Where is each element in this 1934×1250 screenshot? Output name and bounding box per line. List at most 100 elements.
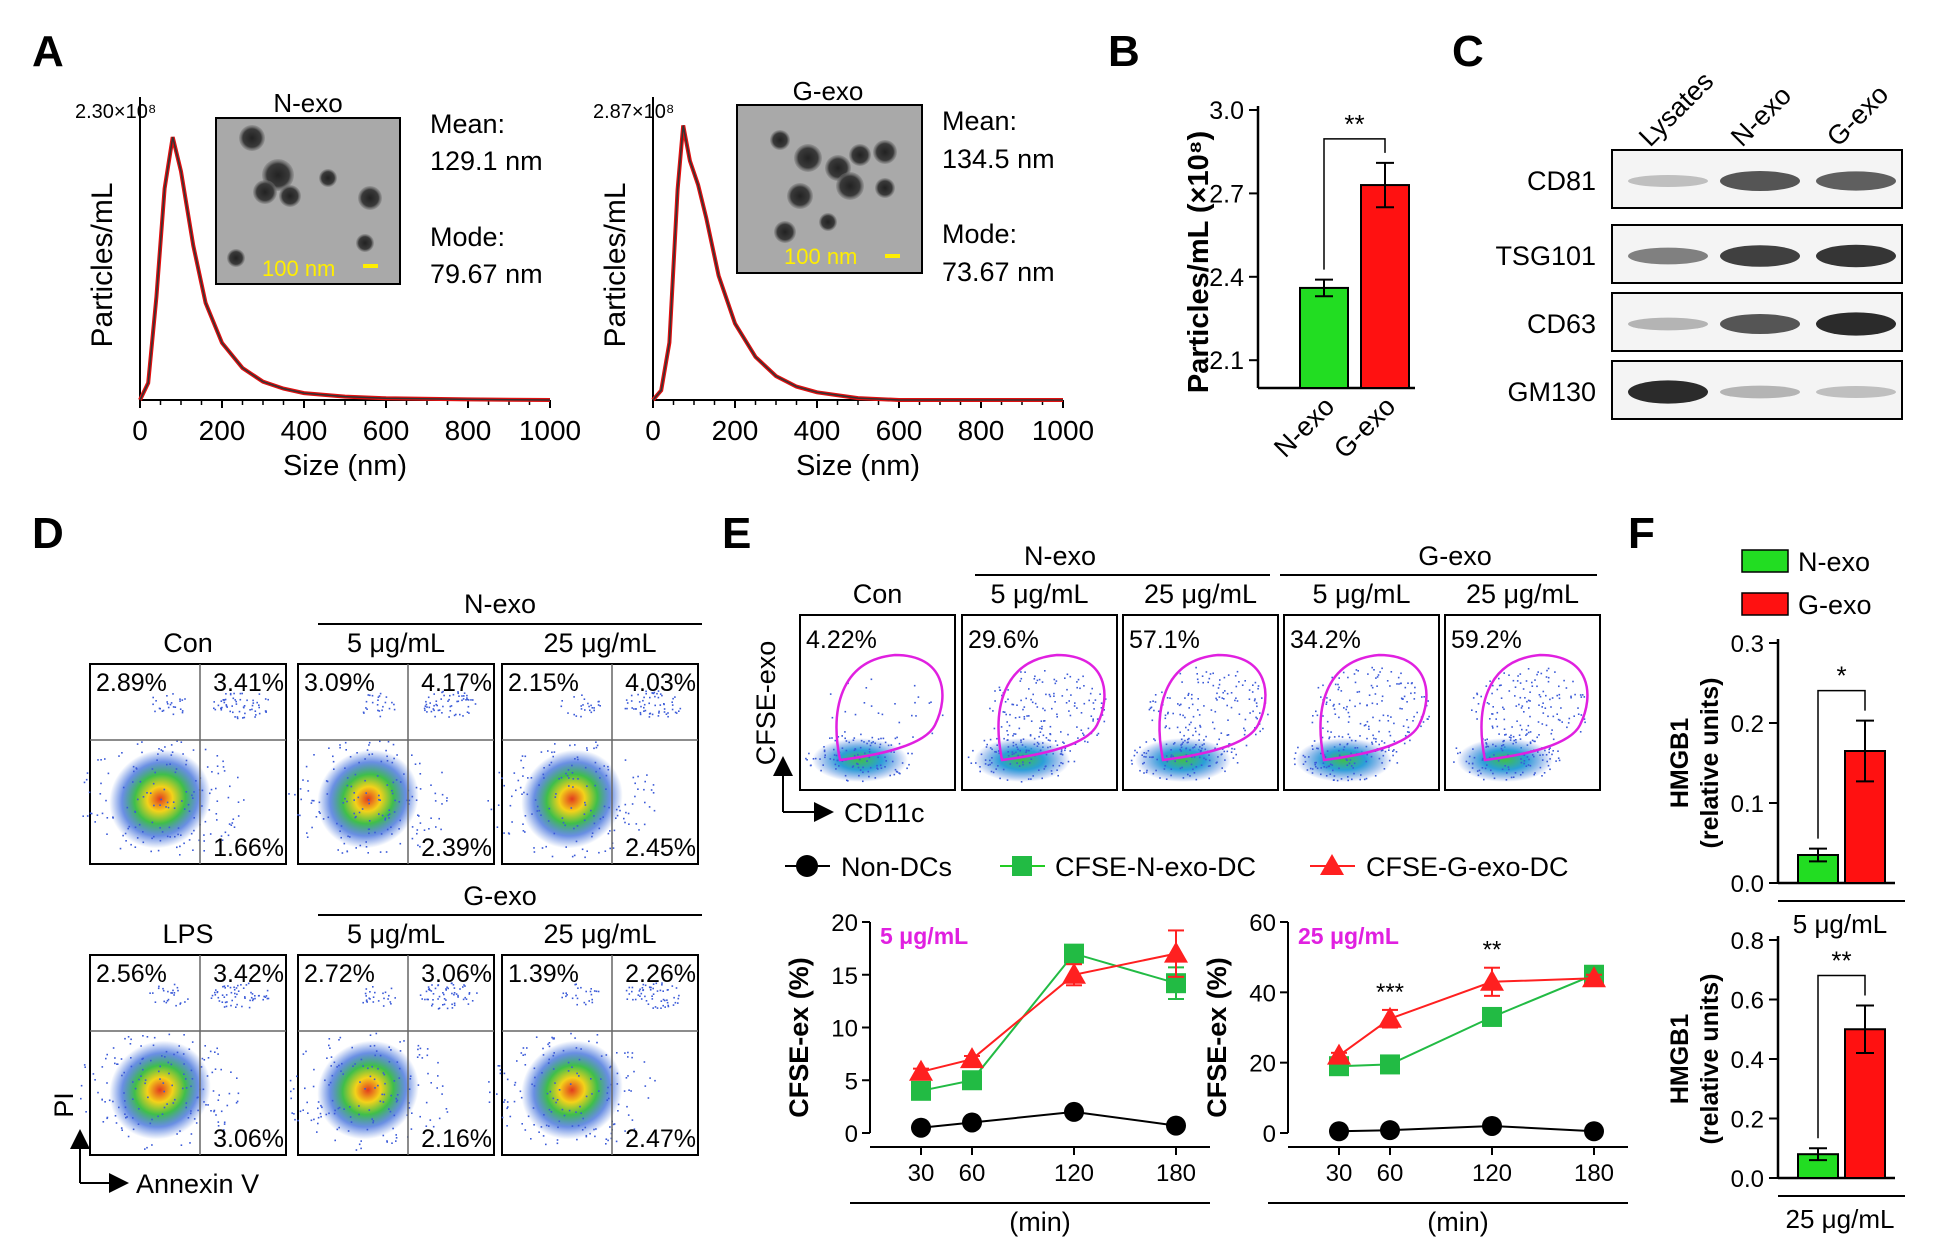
flow-dot [548, 1042, 551, 1044]
flow-dot [1371, 686, 1374, 689]
flow-dot [1371, 666, 1373, 669]
b-xtick-label: N-exo [1268, 391, 1340, 463]
flow-dot [1359, 778, 1361, 781]
flow-dot [178, 1045, 180, 1047]
flow-dot [1376, 676, 1379, 678]
flow-dot [980, 753, 983, 756]
flow-dot [1069, 675, 1072, 678]
flow-dot [251, 708, 253, 711]
flow-dot [1256, 717, 1258, 720]
flow-dot [425, 700, 427, 703]
flow-dot [1086, 741, 1089, 743]
flow-dot [434, 715, 436, 718]
flow-dot [367, 694, 370, 696]
flow-dot [591, 1001, 594, 1004]
flow-dot [1051, 773, 1053, 775]
F-5-ytick-label: 0.2 [1731, 711, 1764, 738]
flow-dot [1182, 714, 1184, 717]
flow-dot [465, 998, 468, 1000]
flow-dot [588, 705, 590, 708]
flow-dot [1244, 729, 1246, 732]
flow-dot [1317, 686, 1320, 689]
e-xtick-label: 60 [1377, 1160, 1404, 1187]
flow-dot [522, 1047, 525, 1049]
flow-dot [229, 710, 231, 713]
flow-dot [1036, 741, 1039, 744]
flow-dot [328, 747, 330, 749]
flow-dot [1492, 727, 1494, 729]
flow-dot [678, 994, 680, 997]
flow-dot [522, 1054, 524, 1056]
flow-dot [535, 1036, 538, 1038]
flow-dot [408, 1107, 411, 1109]
c-lane-label: G-exo [1821, 79, 1894, 152]
flow-dot [345, 749, 347, 751]
flow-dot [159, 804, 161, 806]
flow-dot [1152, 772, 1155, 775]
flow-dot [258, 693, 261, 695]
B-bar-n-exo [1299, 286, 1349, 390]
flow-dot [107, 772, 110, 775]
flow-dot [1311, 745, 1314, 747]
flow-dot [1496, 711, 1499, 714]
flow-dot [1323, 754, 1326, 756]
c-band [1628, 247, 1708, 265]
flow-dot [1058, 764, 1061, 767]
e-point-g-exo [909, 1059, 933, 1081]
flow-dot [438, 1117, 441, 1120]
flow-dot [1226, 750, 1229, 753]
flow-dot [542, 773, 545, 776]
flow-dot [463, 695, 465, 697]
flow-dot [556, 1142, 559, 1145]
flow-dot [1376, 685, 1378, 687]
flow-dot [1375, 738, 1377, 740]
flow-dot [594, 784, 596, 787]
flow-dot [307, 790, 310, 792]
flow-dot [228, 1092, 231, 1095]
flow-dot [1193, 746, 1196, 748]
flow-dot [1187, 694, 1189, 696]
flow-dot [429, 1119, 432, 1121]
flow-dot [573, 713, 575, 716]
flow-dot [1042, 707, 1044, 710]
flow-dot [606, 1099, 608, 1101]
F-25-sig-bracket [1817, 974, 1866, 1139]
flow-dot [342, 1073, 344, 1075]
c-band-name: CD63 [1527, 309, 1596, 339]
flow-dot [384, 991, 387, 994]
flow-dot [1205, 735, 1207, 738]
flow-dot [246, 699, 248, 702]
flow-dot [1216, 743, 1218, 746]
flow-dot [806, 759, 808, 761]
flow-dot [1016, 704, 1018, 706]
flow-dot [1241, 684, 1244, 686]
flow-dot [552, 1054, 555, 1057]
flow-dot [161, 1113, 164, 1115]
flow-dot [1476, 770, 1479, 772]
flow-dot [1230, 751, 1233, 753]
flow-dot [367, 799, 370, 801]
flow-dot [220, 700, 223, 702]
flow-dot [585, 1134, 588, 1137]
flow-dot [637, 775, 639, 778]
flow-dot [1350, 765, 1353, 767]
flow-dot [299, 814, 301, 817]
flow-dot [865, 687, 868, 689]
flow-dot [1039, 727, 1041, 729]
flow-dot [1346, 742, 1349, 745]
flow-dot [403, 1040, 405, 1042]
flow-dot [315, 816, 318, 818]
flow-dot [580, 715, 582, 718]
flow-dot [648, 806, 651, 808]
flow-dot [214, 1068, 217, 1070]
e-series-line [920, 952, 1177, 1092]
flow-dot [441, 691, 443, 694]
flow-dot [514, 1081, 517, 1084]
flow-dot [169, 703, 172, 706]
flow-dot [1393, 722, 1395, 725]
flow-dot [395, 1140, 397, 1142]
flow-dot [624, 707, 627, 710]
flow-dot [899, 772, 901, 775]
flow-dot [1540, 672, 1543, 675]
flow-dot [162, 989, 165, 992]
